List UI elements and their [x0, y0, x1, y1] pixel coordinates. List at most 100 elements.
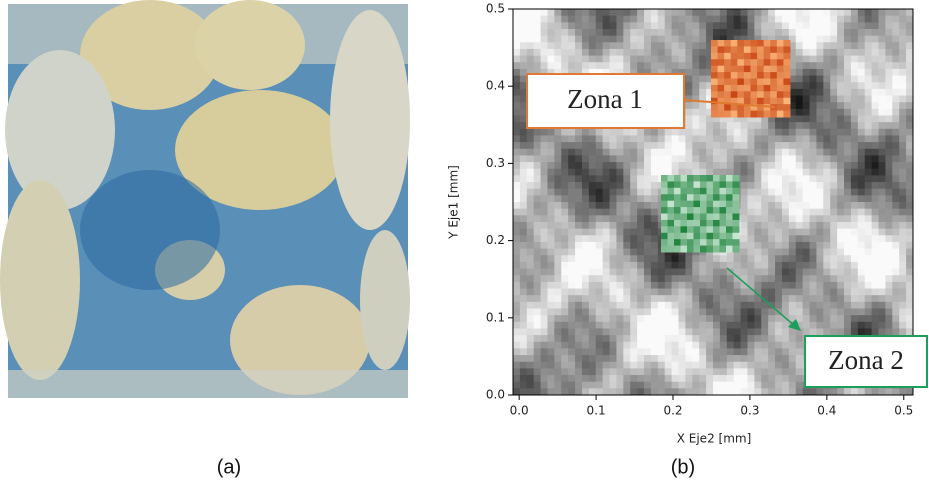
heat-cell [754, 269, 761, 276]
heat-cell [596, 195, 603, 202]
heat-cell [596, 9, 603, 16]
heat-cell [596, 302, 603, 309]
heat-cell [796, 209, 803, 216]
heat-cell [851, 269, 858, 276]
heat-cell [899, 275, 906, 282]
heat-cell [596, 388, 603, 395]
heat-cell [679, 9, 686, 16]
inset-zona-2 [733, 188, 740, 195]
inset-zona-1 [731, 66, 738, 73]
heat-cell [672, 149, 679, 156]
heat-cell [823, 16, 830, 23]
heat-cell [872, 249, 879, 256]
heat-cell [727, 375, 734, 382]
heat-cell [734, 388, 741, 395]
inset-zona-2 [726, 188, 733, 195]
heat-cell [803, 235, 810, 242]
heat-cell [851, 36, 858, 43]
heat-cell [616, 355, 623, 362]
heat-cell [603, 49, 610, 56]
heat-cell [575, 375, 582, 382]
heat-cell [823, 82, 830, 89]
heat-cell [727, 162, 734, 169]
heat-cell [541, 175, 548, 182]
heat-cell [816, 96, 823, 103]
heat-cell [761, 348, 768, 355]
heat-cell [603, 202, 610, 209]
heat-cell [796, 262, 803, 269]
heat-cell [775, 215, 782, 222]
heat-cell [685, 115, 692, 122]
heat-cell [541, 162, 548, 169]
heat-cell [692, 82, 699, 89]
heat-cell [692, 289, 699, 296]
heat-cell [575, 29, 582, 36]
heat-cell [547, 289, 554, 296]
heat-cell [899, 102, 906, 109]
inset-zona-1 [744, 53, 751, 60]
heat-cell [810, 115, 817, 122]
heat-cell [685, 289, 692, 296]
heat-cell [816, 295, 823, 302]
heat-cell [775, 209, 782, 216]
inset-zona-2 [733, 207, 740, 214]
inset-zona-2 [674, 239, 681, 246]
heat-cell [851, 22, 858, 29]
heat-cell [796, 355, 803, 362]
heat-cell [637, 182, 644, 189]
inset-zona-1 [737, 85, 744, 92]
inset-zona-2 [668, 220, 675, 227]
heat-cell [768, 195, 775, 202]
heat-cell [706, 388, 713, 395]
heat-cell [513, 295, 520, 302]
heat-cell [685, 149, 692, 156]
heat-cell [865, 29, 872, 36]
inset-zona-2 [687, 239, 694, 246]
inset-zona-1 [731, 53, 738, 60]
heat-cell [885, 155, 892, 162]
heat-cell [603, 368, 610, 375]
heat-cell [665, 149, 672, 156]
heat-cell [520, 155, 527, 162]
heat-cell [761, 169, 768, 176]
heat-cell [837, 295, 844, 302]
heat-cell [823, 76, 830, 83]
heat-cell [679, 149, 686, 156]
heat-cell [616, 222, 623, 229]
heat-cell [899, 155, 906, 162]
inset-zona-1 [711, 111, 718, 118]
heat-cell [734, 375, 741, 382]
heat-cell [830, 49, 837, 56]
heat-cell [589, 215, 596, 222]
heat-cell [720, 29, 727, 36]
heat-cell [575, 42, 582, 49]
inset-zona-1 [711, 66, 718, 73]
heat-cell [837, 49, 844, 56]
inset-zona-1 [731, 72, 738, 79]
heat-cell [692, 22, 699, 29]
heat-cell [644, 342, 651, 349]
heat-cell [644, 249, 651, 256]
heat-cell [513, 209, 520, 216]
heat-cell [534, 142, 541, 149]
inset-zona-2 [720, 181, 727, 188]
heat-cell [541, 328, 548, 335]
heat-cell [775, 362, 782, 369]
heat-cell [816, 308, 823, 315]
heat-cell [582, 275, 589, 282]
heat-cell [672, 342, 679, 349]
heat-cell [658, 255, 665, 262]
heat-cell [527, 175, 534, 182]
heat-cell [906, 262, 913, 269]
heat-cell [810, 262, 817, 269]
heat-cell [582, 142, 589, 149]
heat-cell [741, 169, 748, 176]
heat-cell [582, 315, 589, 322]
inset-zona-1 [724, 85, 731, 92]
heat-cell [616, 155, 623, 162]
heat-cell [789, 275, 796, 282]
inset-zona-2 [713, 233, 720, 240]
heat-cell [872, 242, 879, 249]
heat-cell [872, 282, 879, 289]
heat-cell [637, 169, 644, 176]
